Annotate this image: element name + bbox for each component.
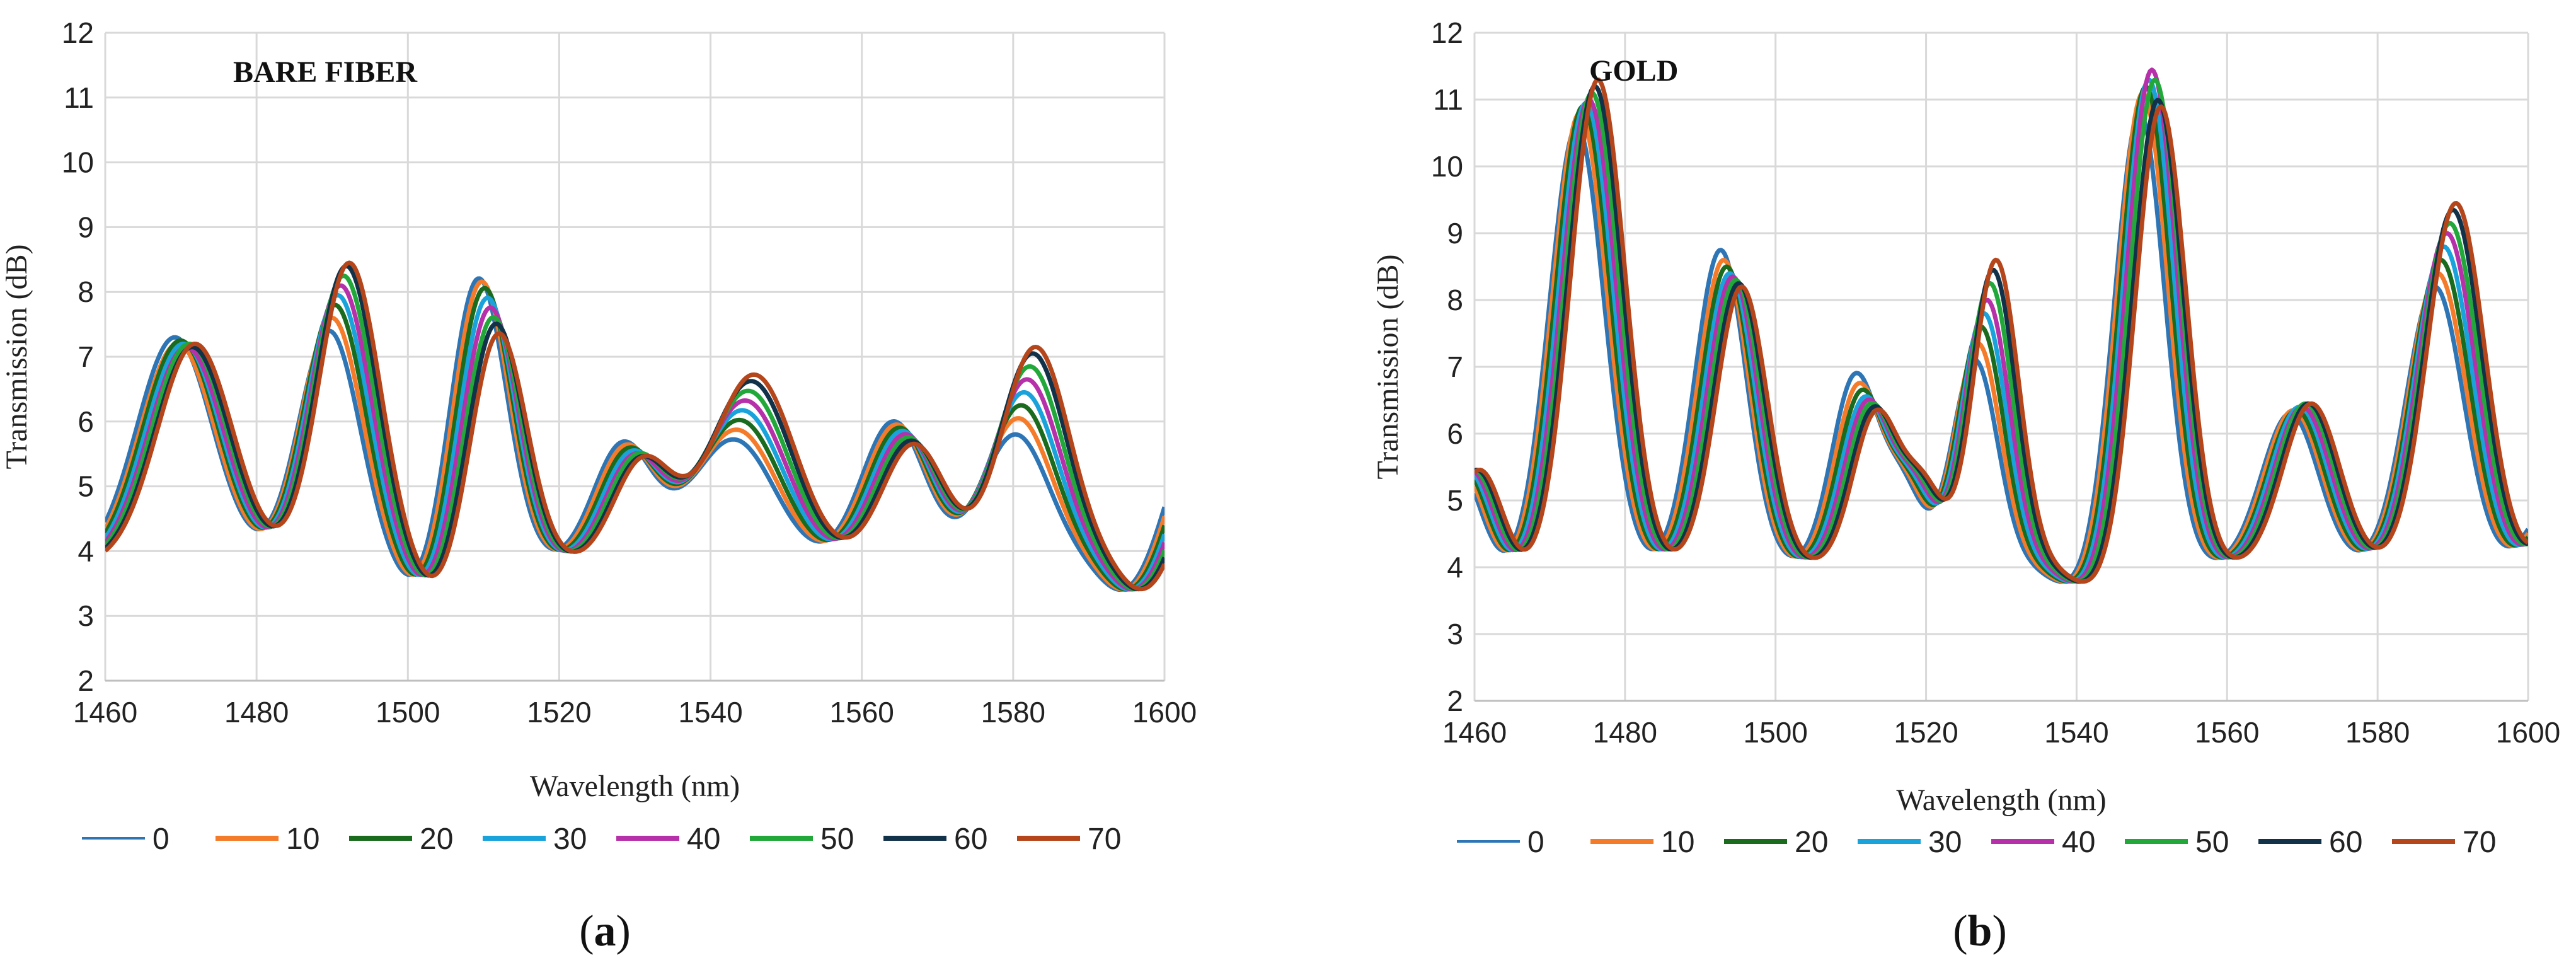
x-tick-label: 1500 bbox=[1744, 716, 1808, 749]
series-line-30 bbox=[1475, 78, 2528, 584]
legend: 0 10 20 30 40 50 60 70 bbox=[1457, 826, 2496, 859]
legend-label: 10 bbox=[1661, 826, 1694, 859]
panel-label-a: (a) bbox=[579, 907, 631, 956]
series-line-20 bbox=[1475, 84, 2528, 584]
y-tick-label: 8 bbox=[1447, 284, 1463, 316]
panel-label-b: (b) bbox=[1953, 907, 2007, 956]
x-tick-label: 1600 bbox=[1132, 696, 1197, 729]
x-tick-label: 1580 bbox=[981, 696, 1045, 729]
x-tick-label: 1540 bbox=[678, 696, 742, 729]
y-tick-label: 6 bbox=[1447, 417, 1463, 450]
legend-label: 10 bbox=[286, 823, 319, 856]
legend-label: 20 bbox=[420, 823, 453, 856]
y-tick-label: 12 bbox=[62, 16, 94, 49]
y-axis-title: Transmission (dB) bbox=[0, 245, 33, 470]
y-tick-label: 2 bbox=[78, 664, 94, 697]
legend-label: 0 bbox=[1527, 826, 1544, 859]
legend-label: 60 bbox=[954, 823, 987, 856]
series-line-70 bbox=[1475, 78, 2528, 584]
chart-panel-bare-fiber: 2 3 4 5 6 7 8 9 10 11 12 1460 1480 1500 1520 1540 1560 15… bbox=[0, 16, 1197, 856]
y-tick-label: 10 bbox=[62, 146, 94, 179]
chart-title: GOLD bbox=[1589, 54, 1678, 88]
y-tick-label: 10 bbox=[1431, 150, 1463, 183]
x-tick-label: 1520 bbox=[527, 696, 591, 729]
series-line-10 bbox=[1475, 91, 2528, 584]
y-tick-label: 3 bbox=[1447, 618, 1463, 650]
y-tick-label: 12 bbox=[1431, 16, 1463, 49]
legend: 0 10 20 30 40 50 60 70 bbox=[82, 823, 1121, 856]
y-tick-label: 11 bbox=[1433, 83, 1463, 116]
y-tick-label: 9 bbox=[78, 211, 94, 243]
series-line-50 bbox=[1475, 78, 2528, 584]
y-tick-label: 8 bbox=[78, 275, 94, 308]
legend-label: 70 bbox=[1088, 823, 1121, 856]
y-tick-label: 11 bbox=[64, 81, 94, 114]
y-tick-label: 2 bbox=[1447, 684, 1463, 717]
y-tick-label: 5 bbox=[1447, 484, 1463, 517]
legend-label: 50 bbox=[820, 823, 854, 856]
legend-label: 40 bbox=[687, 823, 720, 856]
series-line-40 bbox=[1475, 67, 2528, 584]
y-tick-label: 3 bbox=[78, 599, 94, 632]
x-tick-label: 1480 bbox=[1593, 716, 1657, 749]
series-lines bbox=[105, 260, 1164, 592]
x-tick-label: 1560 bbox=[830, 696, 894, 729]
x-tick-label: 1520 bbox=[1894, 716, 1958, 749]
x-tick-label: 1500 bbox=[376, 696, 440, 729]
y-tick-label: 5 bbox=[78, 470, 94, 503]
y-axis-title: Transmission (dB) bbox=[1371, 255, 1405, 480]
legend-label: 30 bbox=[553, 823, 587, 856]
x-tick-label: 1600 bbox=[2496, 716, 2560, 749]
y-tick-label: 7 bbox=[1447, 350, 1463, 383]
x-tick-label: 1480 bbox=[224, 696, 289, 729]
series-lines bbox=[1475, 67, 2528, 584]
y-tick-label: 7 bbox=[78, 340, 94, 373]
y-tick-label: 6 bbox=[78, 405, 94, 438]
legend-label: 70 bbox=[2463, 826, 2496, 859]
series-line-60 bbox=[1475, 84, 2528, 584]
x-tick-label: 1560 bbox=[2195, 716, 2259, 749]
legend-label: 50 bbox=[2195, 826, 2229, 859]
legend-label: 30 bbox=[1928, 826, 1962, 859]
y-tick-label: 4 bbox=[1447, 551, 1463, 584]
legend-label: 0 bbox=[152, 823, 170, 856]
legend-label: 40 bbox=[2062, 826, 2095, 859]
x-tick-label: 1540 bbox=[2044, 716, 2108, 749]
x-tick-label: 1580 bbox=[2345, 716, 2410, 749]
x-tick-label: 1460 bbox=[1442, 716, 1507, 749]
chart-title: BARE FIBER bbox=[233, 55, 418, 89]
x-axis-title: Wavelength (nm) bbox=[530, 770, 740, 803]
x-tick-label: 1460 bbox=[73, 696, 137, 729]
series-line-70 bbox=[105, 260, 1164, 592]
legend-label: 60 bbox=[2329, 826, 2362, 859]
x-axis-title: Wavelength (nm) bbox=[1896, 783, 2106, 817]
y-tick-label: 9 bbox=[1447, 217, 1463, 250]
chart-panel-gold: 2 3 4 5 6 7 8 9 10 11 12 1460 1480 1500 1520 1540 1560 15… bbox=[1371, 16, 2560, 859]
legend-label: 20 bbox=[1795, 826, 1828, 859]
y-tick-label: 4 bbox=[78, 534, 94, 567]
